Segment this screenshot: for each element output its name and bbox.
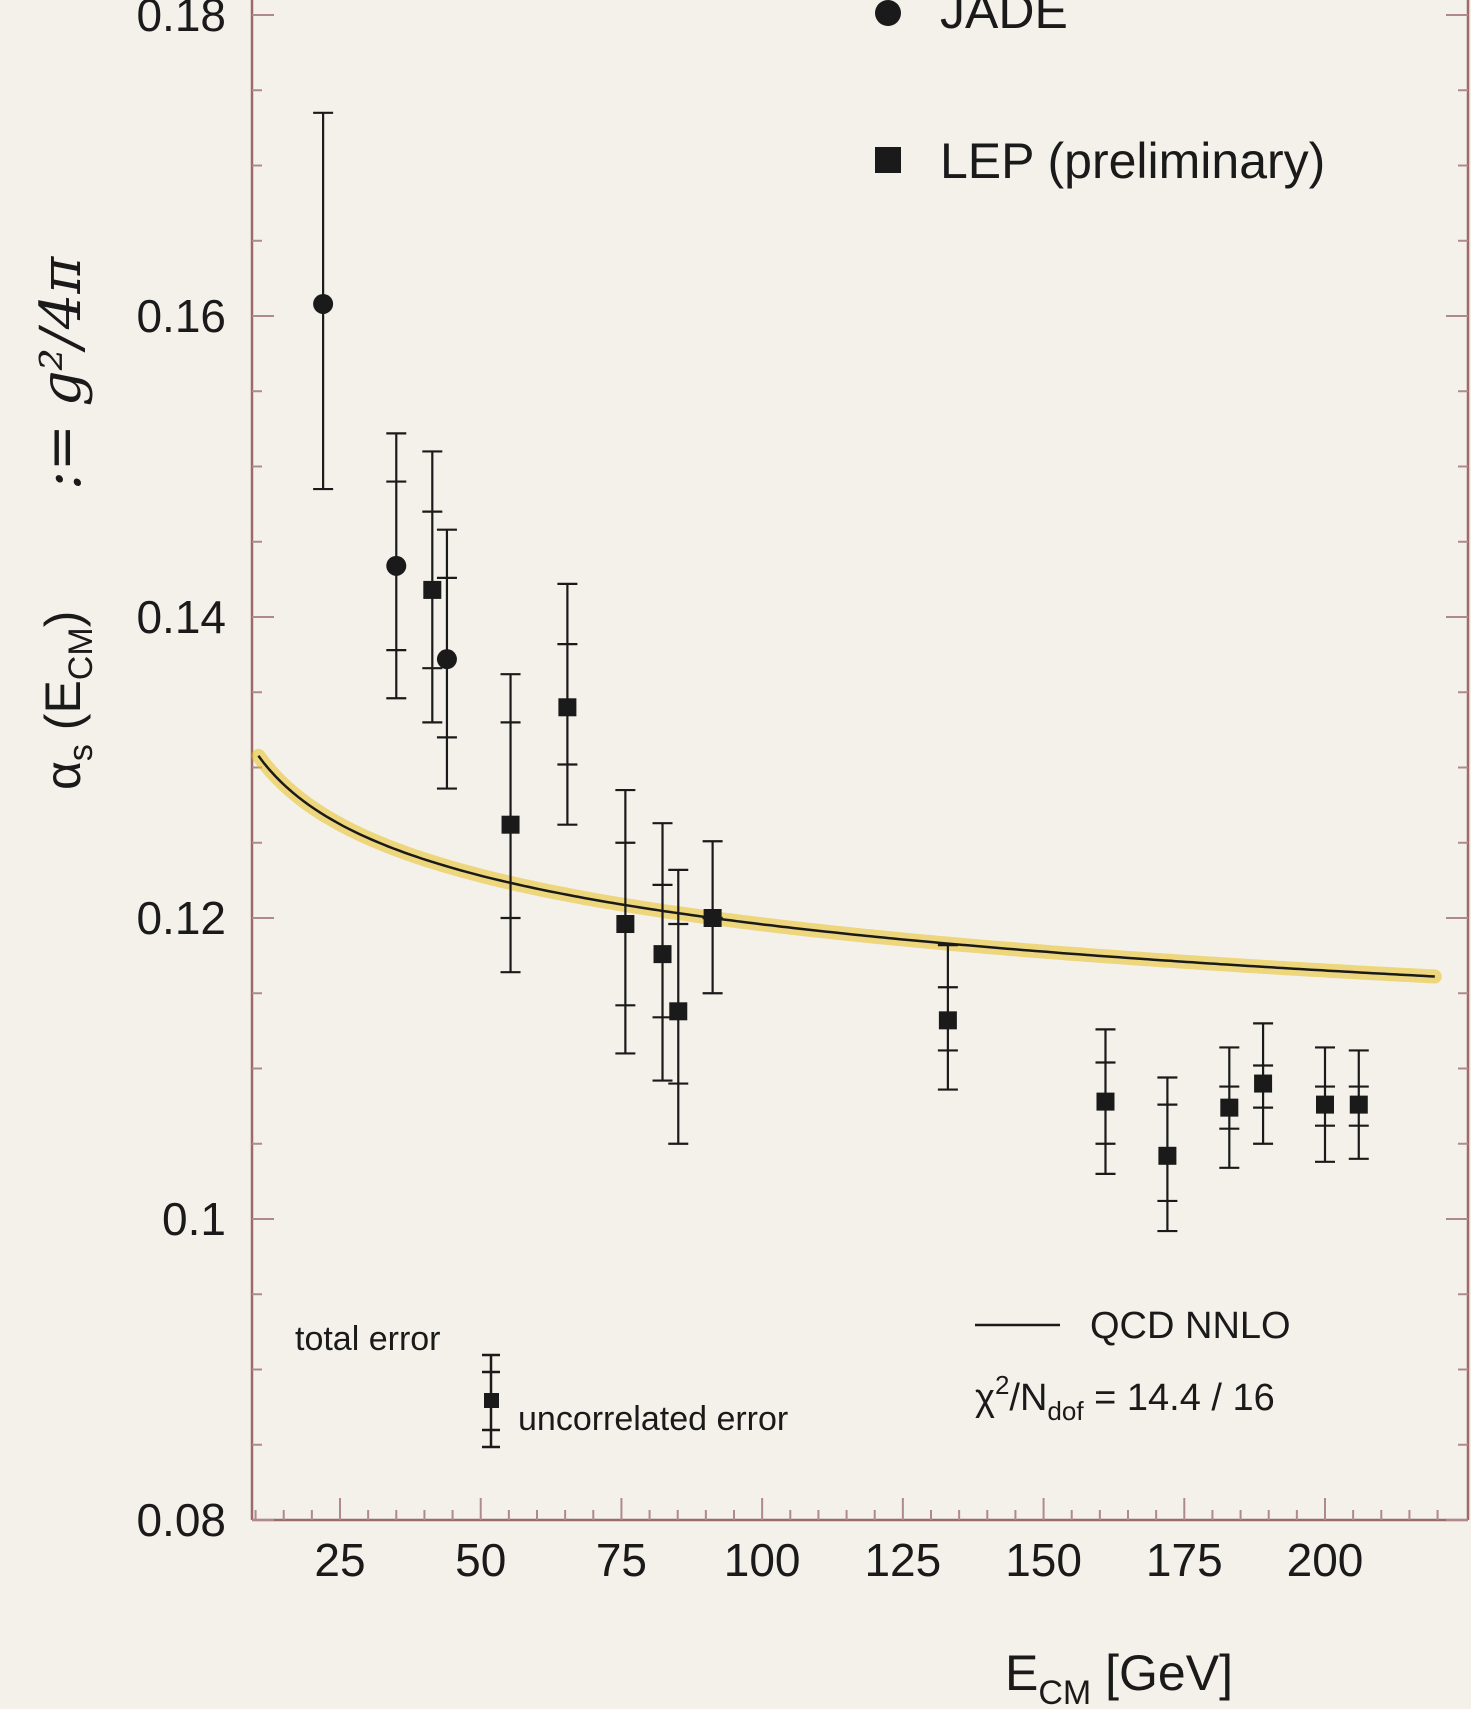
uncorrelated-error-label: uncorrelated error — [518, 1400, 788, 1438]
data-point — [1219, 1046, 1240, 1169]
lep-marker — [703, 909, 722, 927]
lep-marker — [653, 945, 672, 964]
data-point — [1348, 1049, 1369, 1160]
lep-marker — [1254, 1074, 1273, 1093]
x-tick-label: 50 — [455, 1534, 506, 1586]
jade-marker — [313, 293, 334, 314]
x-tick-label: 175 — [1146, 1534, 1223, 1586]
y-tick-label: 0.12 — [136, 892, 226, 944]
data-point — [313, 111, 334, 491]
fit-line — [257, 755, 1435, 978]
legend: JADE LEP (preliminary) — [875, 0, 1325, 189]
lep-marker — [1316, 1095, 1334, 1114]
x-tick-label: 200 — [1287, 1534, 1364, 1586]
x-tick-label: 150 — [1005, 1534, 1082, 1586]
y-tick-labels: 0.08 0.1 0.12 0.14 0.16 0.18 — [136, 0, 226, 1546]
jade-marker — [386, 555, 407, 576]
data-point — [615, 788, 636, 1055]
lep-marker — [616, 915, 635, 934]
data-points — [313, 111, 1369, 1233]
lep-marker — [1349, 1095, 1368, 1114]
data-point — [702, 840, 723, 995]
legend-square-marker — [875, 147, 901, 173]
data-point — [422, 450, 443, 724]
lep-marker — [1096, 1092, 1115, 1111]
total-error-label: total error — [295, 1320, 441, 1358]
y-tick-label: 0.16 — [136, 290, 226, 342]
chi2-label: χ2/Ndof = 14.4 / 16 — [975, 1370, 1275, 1426]
lep-marker — [1158, 1146, 1177, 1165]
lep-marker — [423, 580, 442, 599]
data-point — [386, 432, 407, 700]
lep-marker — [669, 1002, 688, 1021]
fit-legend-label: QCD NNLO — [1090, 1305, 1291, 1347]
error-legend-marker — [484, 1393, 499, 1408]
jade-marker — [436, 649, 457, 670]
legend-label-jade: JADE — [940, 0, 1068, 39]
data-point — [668, 868, 689, 1145]
fit-legend: QCD NNLO χ2/Ndof = 14.4 / 16 — [975, 1305, 1291, 1426]
lep-marker — [1220, 1098, 1239, 1117]
axis-ticks — [252, 14, 1468, 1521]
plot-frame — [250, 0, 1470, 1522]
y-axis-title: αs (ECM) := g²/4π — [29, 256, 100, 790]
data-point — [1315, 1046, 1335, 1163]
legend-label-lep: LEP (preliminary) — [940, 133, 1325, 189]
data-point — [1253, 1022, 1274, 1145]
lep-marker — [558, 698, 577, 717]
x-tick-label: 75 — [596, 1534, 647, 1586]
y-tick-label: 0.14 — [136, 591, 226, 643]
lep-marker — [938, 1011, 957, 1030]
x-tick-label: 25 — [314, 1534, 365, 1586]
y-tick-label: 0.18 — [136, 0, 226, 41]
data-point — [652, 822, 673, 1082]
error-legend: total error uncorrelated error — [295, 1320, 788, 1449]
y-tick-label: 0.08 — [136, 1494, 226, 1546]
data-point — [937, 943, 958, 1091]
data-point — [500, 673, 521, 974]
y-axis-title-handwritten: := g²/4π — [29, 256, 94, 490]
x-tick-label: 125 — [864, 1534, 941, 1586]
data-point — [557, 582, 578, 826]
y-tick-label: 0.1 — [162, 1193, 226, 1245]
y-axis-title-main: αs (ECM) — [35, 611, 100, 790]
x-tick-label: 100 — [724, 1534, 801, 1586]
legend-circle-marker — [875, 0, 901, 26]
data-point — [1095, 1028, 1116, 1175]
x-tick-labels: 25 50 75 100 125 150 175 200 — [314, 1534, 1363, 1586]
x-axis-title: ECM [GeV] — [1005, 1645, 1233, 1709]
data-point — [436, 528, 457, 790]
data-point — [1157, 1076, 1178, 1233]
lep-marker — [501, 815, 520, 834]
